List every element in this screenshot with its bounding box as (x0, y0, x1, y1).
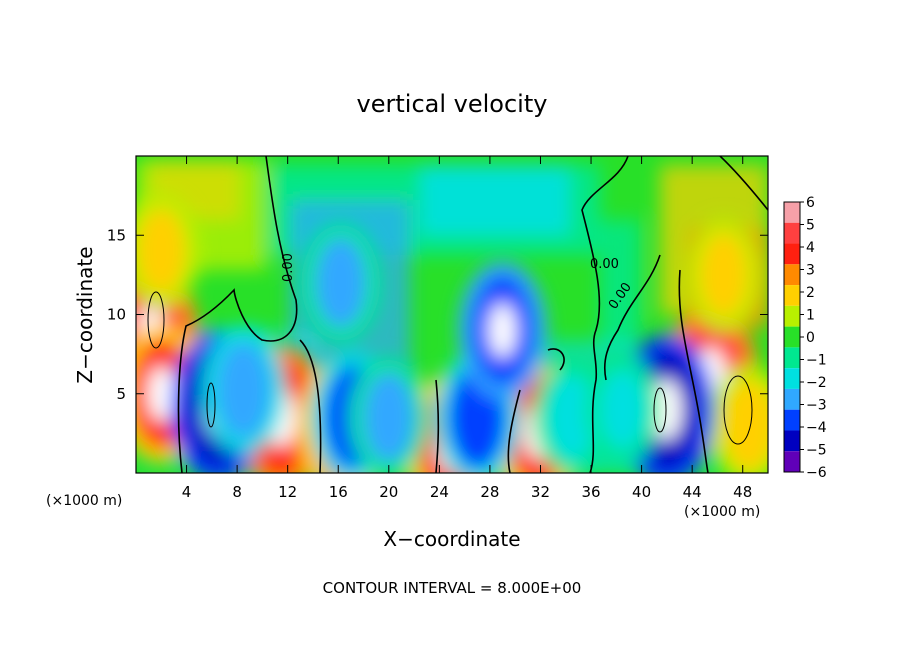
colorbar-label-7: −1 (806, 353, 827, 369)
colorbar-label-9: −3 (806, 398, 827, 414)
colorbar-swatch-6 (784, 326, 800, 348)
colorbar-swatch-0 (784, 202, 800, 223)
x-tick-label-40: 40 (632, 483, 651, 501)
x-unit-right: (×1000 m) (684, 504, 760, 520)
contour-interval-note: CONTOUR INTERVAL = 8.000E+00 (323, 579, 582, 597)
field-regions (136, 194, 768, 473)
colorbar-label-4: 2 (806, 285, 815, 301)
plot-area: 0.00 0.00 0.00 (136, 156, 768, 473)
colorbar-label-12: −6 (806, 465, 827, 481)
colorbar-label-0: 6 (806, 195, 815, 211)
colorbar-label-5: 1 (806, 308, 815, 324)
x-tick-label-20: 20 (379, 483, 398, 501)
contour-label-2: 0.00 (590, 257, 619, 272)
y-tick-label-15: 15 (107, 226, 126, 244)
x-tick-label-12: 12 (278, 483, 297, 501)
y-tick-label-10: 10 (107, 306, 126, 324)
colorbar-swatch-7 (784, 347, 800, 369)
region-negative-peak-18 (651, 379, 682, 441)
colorbar-label-10: −4 (806, 420, 827, 436)
contour-label-1: 0.00 (281, 253, 296, 282)
region-negative-peak-16 (488, 302, 517, 358)
colorbar-label-6: 0 (806, 330, 815, 346)
colorbar-swatch-2 (784, 243, 800, 265)
colorbar-label-1: 5 (806, 218, 815, 234)
x-unit-left: (×1000 m) (46, 493, 122, 509)
region-negative-12 (314, 236, 367, 329)
zero-contours (177, 156, 768, 473)
region-positive-peak-1 (147, 366, 176, 422)
region-positive-8 (699, 231, 749, 318)
y-axis-ticks: 5 10 15 (107, 226, 768, 403)
colorbar-swatch-11 (784, 430, 800, 452)
colorbar-swatch-1 (784, 222, 800, 244)
region-positive-2 (136, 208, 186, 295)
x-tick-label-24: 24 (430, 483, 449, 501)
y-tick-label-5: 5 (116, 385, 126, 403)
colorbar-swatch-10 (784, 409, 800, 431)
x-tick-label-32: 32 (531, 483, 550, 501)
colorbar: 6 5 4 3 2 1 0 −1 −2 −3 −4 −5 −6 (783, 195, 827, 481)
colorbar-label-3: 3 (806, 263, 815, 279)
colorbar-label-8: −2 (806, 375, 827, 391)
colorbar-label-11: −5 (806, 443, 827, 459)
region-negative-11 (215, 341, 271, 440)
region-positive-9 (723, 379, 768, 472)
x-tick-label-8: 8 (232, 483, 242, 501)
x-axis-ticks: 4 8 12 16 20 24 28 32 36 40 44 48 (182, 156, 752, 501)
colorbar-swatch-5 (784, 305, 800, 327)
colorbar-label-2: 4 (806, 240, 815, 256)
x-tick-label-4: 4 (182, 483, 192, 501)
x-tick-label-48: 48 (733, 483, 752, 501)
x-tick-label-28: 28 (480, 483, 499, 501)
x-tick-label-16: 16 (329, 483, 348, 501)
region-negative-19 (599, 369, 646, 450)
colorbar-swatch-12 (784, 451, 800, 472)
colorbar-swatch-8 (784, 368, 800, 389)
inner-contours (147, 291, 753, 445)
x-tick-label-44: 44 (683, 483, 702, 501)
x-tick-label-36: 36 (581, 483, 600, 501)
region-negative-14 (362, 371, 415, 464)
colorbar-swatch-9 (784, 388, 800, 410)
colorbar-swatch-4 (784, 285, 800, 306)
colorbar-swatch-3 (784, 264, 800, 286)
y-axis-label: Z−coordinate (73, 246, 97, 383)
region-negative-17 (547, 374, 597, 461)
chart-title: vertical velocity (357, 90, 548, 118)
x-axis-label: X−coordinate (383, 527, 520, 551)
